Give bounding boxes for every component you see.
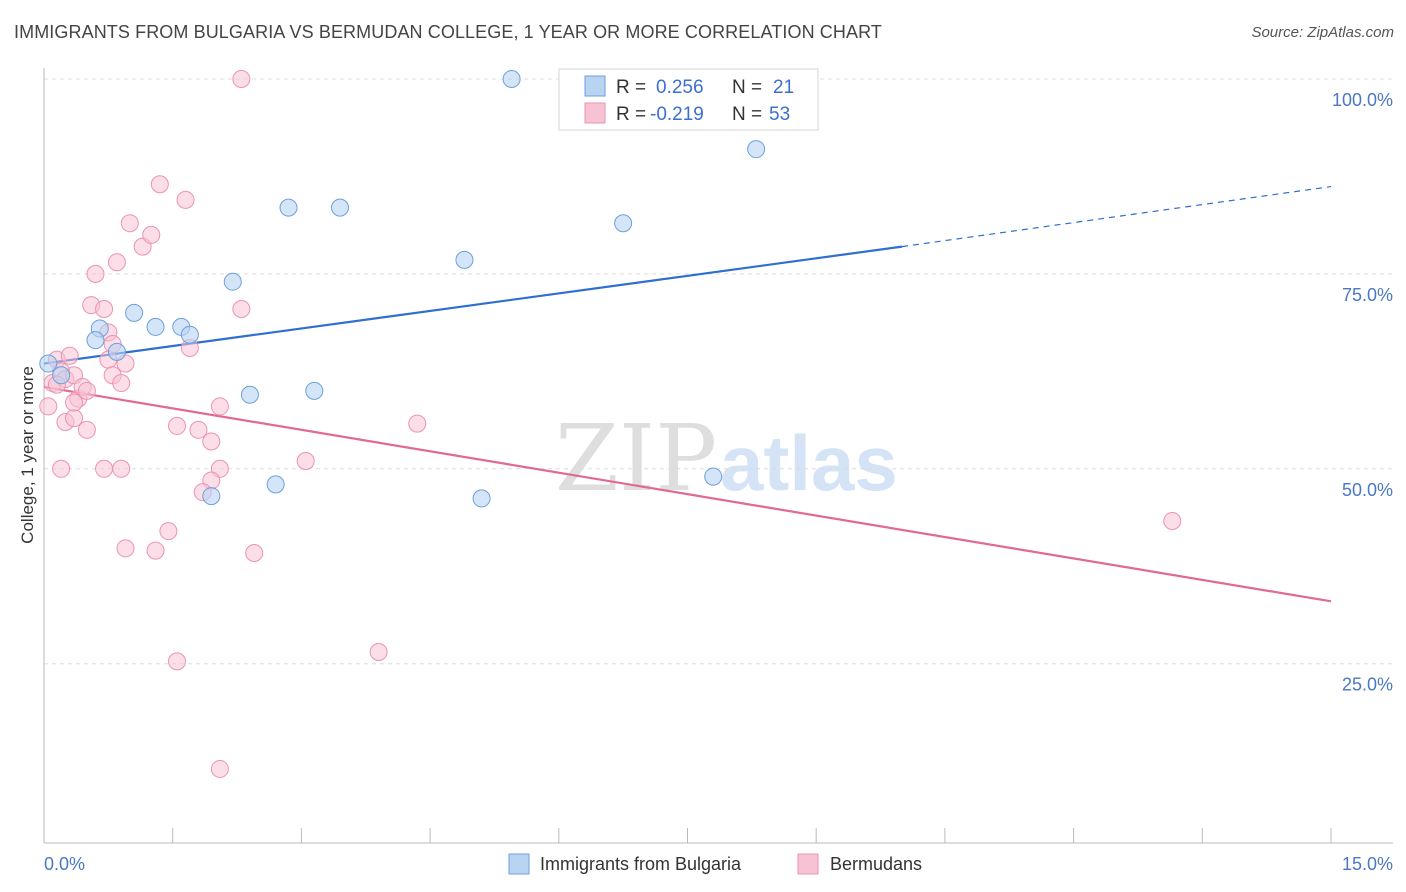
point-bermudans (202, 432, 221, 451)
point-bulgaria (52, 366, 71, 385)
point-bermudans (65, 393, 84, 412)
point-bulgaria (39, 354, 58, 373)
point-bulgaria (331, 198, 350, 217)
bottom-legend-swatch-bulgaria (508, 853, 530, 875)
point-bermudans (39, 397, 58, 416)
correlation-legend: R = 0.256 N = 21 R = -0.219 N = 53 (558, 68, 819, 131)
trend-lines (43, 185, 1332, 603)
point-bulgaria (614, 214, 633, 233)
point-bulgaria (86, 331, 105, 350)
point-bermudans (95, 459, 114, 478)
gridlines (44, 78, 1393, 665)
series-legend: Immigrants from Bulgaria Bermudans (508, 853, 922, 875)
point-bermudans (210, 397, 229, 416)
point-bermudans (116, 539, 135, 558)
point-bulgaria (180, 325, 199, 344)
point-bulgaria (305, 381, 324, 400)
point-bermudans (112, 374, 131, 393)
point-bermudans (210, 759, 229, 778)
legend-r-label-pink: R = (616, 104, 646, 125)
point-bermudans (146, 541, 165, 560)
point-bermudans (232, 299, 251, 318)
point-bermudans (150, 175, 169, 194)
watermark-atlas: atlas (720, 419, 898, 507)
legend-r-value-pink: -0.219 (650, 104, 704, 125)
x-tick-label-max: 15.0% (1342, 854, 1393, 874)
point-bermudans (167, 416, 186, 435)
point-bulgaria (747, 140, 766, 159)
point-bermudans (232, 70, 251, 88)
points-bulgaria (39, 70, 766, 508)
point-bermudans (369, 643, 388, 661)
legend-n-label-blue: N = (732, 77, 762, 98)
point-bulgaria (279, 198, 298, 217)
axes (43, 68, 1393, 844)
point-bulgaria (107, 342, 126, 361)
legend-swatch-pink (584, 102, 606, 124)
point-bermudans (142, 225, 161, 244)
bottom-legend-swatch-bermudans (797, 853, 819, 875)
point-bermudans (167, 652, 186, 671)
point-bermudans (1163, 512, 1182, 531)
point-bermudans (60, 346, 79, 365)
point-bulgaria (125, 303, 144, 322)
point-bermudans (77, 420, 96, 439)
point-bermudans (120, 214, 139, 233)
watermark: ZIP atlas (555, 405, 898, 512)
point-bermudans (77, 381, 96, 400)
point-bulgaria (223, 272, 242, 291)
source-note: Source: ZipAtlas.com (1251, 24, 1394, 41)
point-bermudans (189, 420, 208, 439)
y-axis-label: College, 1 year or more (18, 366, 37, 544)
x-tick-label-min: 0.0% (44, 854, 85, 874)
point-bulgaria (455, 250, 474, 269)
point-bermudans (86, 264, 105, 283)
y-tick-label: 75.0% (1342, 285, 1393, 305)
legend-n-value-pink: 53 (769, 104, 790, 125)
legend-n-value-blue: 21 (773, 77, 794, 98)
point-bulgaria (146, 317, 165, 336)
point-bulgaria (704, 467, 723, 486)
legend-r-value-blue: 0.256 (656, 77, 704, 98)
point-bermudans (176, 190, 195, 209)
point-bermudans (245, 543, 264, 562)
point-bulgaria (266, 475, 285, 494)
point-bulgaria (202, 487, 221, 506)
trend-line-bulgaria-extrapolated (901, 185, 1332, 248)
y-tick-label: 100.0% (1332, 90, 1393, 110)
point-bulgaria (240, 385, 259, 404)
legend-r-label-blue: R = (616, 77, 646, 98)
y-tick-labels: 25.0% 50.0% 75.0% 100.0% (1332, 90, 1393, 695)
legend-n-label-pink: N = (732, 104, 762, 125)
point-bermudans (408, 414, 427, 433)
point-bermudans (159, 522, 178, 541)
bottom-legend-label-bermudans: Bermudans (830, 854, 922, 874)
point-bermudans (296, 452, 315, 470)
trend-line-bulgaria (43, 245, 903, 365)
legend-swatch-blue (584, 75, 606, 97)
point-bermudans (95, 299, 114, 318)
y-tick-label: 50.0% (1342, 480, 1393, 500)
point-bermudans (107, 253, 126, 272)
bottom-legend-label-bulgaria: Immigrants from Bulgaria (540, 854, 742, 874)
point-bulgaria (472, 489, 491, 508)
point-bermudans (52, 459, 71, 478)
point-bulgaria (502, 70, 521, 88)
y-tick-label: 25.0% (1342, 675, 1393, 695)
point-bermudans (112, 459, 131, 478)
trend-line-bermudans (43, 385, 1332, 603)
chart-title: IMMIGRANTS FROM BULGARIA VS BERMUDAN COL… (14, 22, 882, 42)
